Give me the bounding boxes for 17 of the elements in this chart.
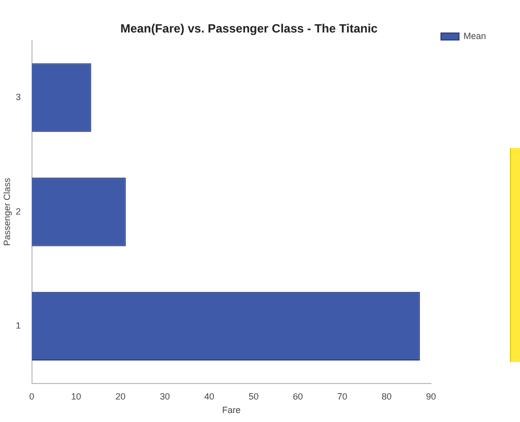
x-tick-label: 50	[248, 391, 259, 402]
y-tick-label: 3	[16, 92, 21, 102]
chart-title: Mean(Fare) vs. Passenger Class - The Titanic	[120, 22, 378, 36]
x-tick-label: 30	[160, 391, 170, 402]
legend-label: Mean	[463, 30, 486, 41]
y-tick-label: 2	[16, 206, 21, 216]
x-tick-label: 10	[71, 391, 82, 402]
x-tick-label: 80	[382, 391, 392, 402]
y-tick-label: 1	[16, 320, 21, 331]
x-axis-title: Fare	[222, 405, 241, 416]
x-tick-label: 90	[426, 391, 436, 402]
x-tick-label: 70	[337, 391, 348, 402]
x-tick-label: 60	[292, 391, 303, 402]
x-tick-label: 40	[204, 391, 214, 402]
y-axis-title: Passenger Class	[2, 177, 12, 246]
x-tick-label: 0	[29, 391, 34, 402]
x-tick-label: 20	[116, 391, 126, 402]
